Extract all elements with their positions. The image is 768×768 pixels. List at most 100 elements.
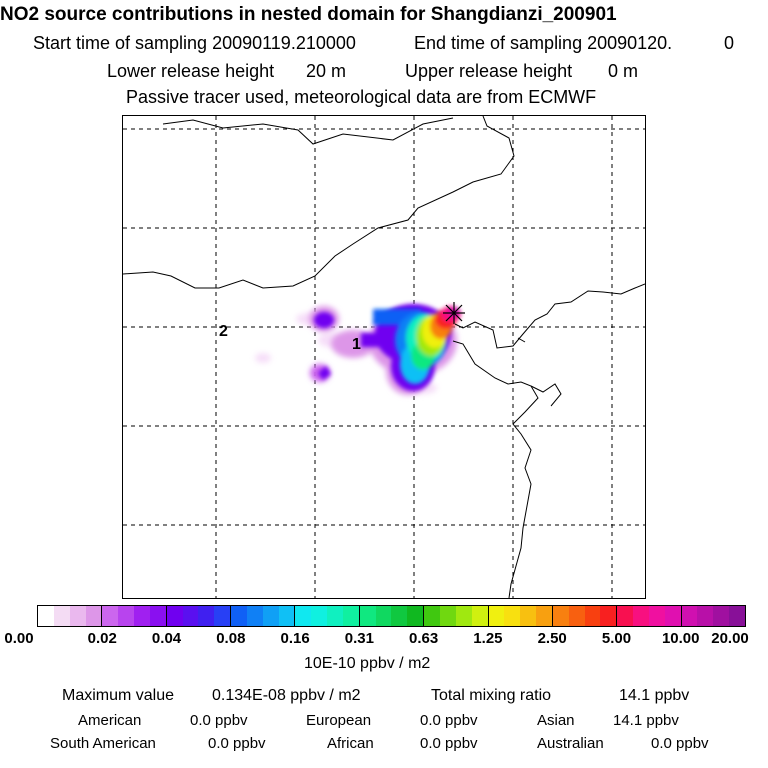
colorbar-swatch: [69, 606, 86, 626]
source-name-asian: Asian: [537, 712, 575, 729]
colorbar-unit: 10E-10 ppbv / m2: [304, 655, 431, 672]
colorbar-swatch: [198, 606, 215, 626]
colorbar-swatch: [552, 606, 569, 626]
colorbar-segment: [552, 606, 618, 626]
start-time: Start time of sampling 20090119.210000: [33, 33, 356, 53]
colorbar-segment: [617, 606, 682, 626]
source-name-south-american: South American: [50, 735, 156, 752]
colorbar-swatch: [391, 606, 408, 626]
total-mixing-value: 14.1 ppbv: [619, 687, 690, 704]
colorbar-swatch: [407, 606, 424, 626]
color-scale-bar: [37, 605, 746, 627]
map-panel: 1 2: [122, 115, 646, 599]
colorbar-swatch: [295, 606, 312, 626]
colorbar-swatch: [246, 606, 263, 626]
colorbar-swatch: [53, 606, 70, 626]
colorbar-swatch: [648, 606, 665, 626]
colorbar-tick-label: 0.02: [87, 630, 117, 647]
colorbar-swatch: [118, 606, 135, 626]
source-value-american: 0.0 ppbv: [190, 712, 248, 729]
colorbar-swatch: [520, 606, 537, 626]
source-value-asian: 14.1 ppbv: [613, 712, 679, 729]
colorbar-segment: [359, 606, 425, 626]
end-time-value: 0: [724, 33, 735, 53]
source-name-european: European: [306, 712, 372, 729]
colorbar-swatch: [440, 606, 456, 626]
end-time: End time of sampling 20090120.: [414, 33, 673, 53]
colorbar-swatch: [455, 606, 472, 626]
colorbar-swatch: [102, 606, 119, 626]
source-name-australian: Australian: [537, 735, 604, 752]
colorbar-segment: [166, 606, 232, 626]
concentration-plume: [255, 304, 461, 395]
colorbar-tick-label: 10.00: [661, 630, 700, 647]
colorbar-swatch: [471, 606, 488, 626]
colorbar-swatch: [697, 606, 714, 626]
lower-release-label: Lower release height: [107, 61, 275, 81]
total-mixing-label: Total mixing ratio: [431, 687, 552, 704]
lat-lon-grid: [123, 116, 645, 598]
source-value-european: 0.0 ppbv: [420, 712, 478, 729]
marker-label-2: 2: [219, 323, 228, 340]
colorbar-swatch: [311, 606, 328, 626]
lower-release-value: 20 m: [306, 61, 347, 81]
colorbar-tick-label: 0.16: [280, 630, 310, 647]
colorbar-swatch: [327, 606, 343, 626]
colorbar-segment: [681, 606, 745, 626]
colorbar-swatch: [568, 606, 585, 626]
colorbar-swatch: [713, 606, 730, 626]
source-name-african: African: [327, 735, 374, 752]
colorbar-swatch: [214, 606, 231, 626]
colorbar-swatch: [424, 606, 440, 626]
upper-release-value: 0 m: [608, 61, 639, 81]
map-canvas: 1 2: [123, 116, 645, 598]
coastline-borders: [123, 116, 645, 598]
colorbar-tick-label: 0.08: [216, 630, 246, 647]
upper-release-label: Upper release height: [405, 61, 573, 81]
tracer-note: Passive tracer used, meteorological data…: [126, 87, 597, 107]
source-name-american: American: [78, 712, 142, 729]
colorbar-tick-label: 0.31: [344, 630, 374, 647]
colorbar-swatch: [681, 606, 698, 626]
colorbar-tick-label: 2.50: [537, 630, 567, 647]
colorbar-tick-label: 0.00: [4, 630, 34, 647]
colorbar-swatch: [633, 606, 649, 626]
colorbar-tick-label: 1.25: [473, 630, 503, 647]
colorbar-swatch: [342, 606, 359, 626]
colorbar-tick-label: 0.63: [409, 630, 439, 647]
colorbar-swatch: [536, 606, 552, 626]
colorbar-tick-label: 20.00: [711, 630, 749, 647]
colorbar-swatch: [488, 606, 505, 626]
source-value-australian: 0.0 ppbv: [651, 735, 709, 752]
max-value-label: Maximum value: [62, 687, 175, 704]
colorbar-swatch: [182, 606, 199, 626]
colorbar-swatch: [134, 606, 150, 626]
colorbar-swatch: [38, 606, 54, 626]
colorbar-swatch: [85, 606, 102, 626]
colorbar-segment: [424, 606, 489, 626]
colorbar-segment: [38, 606, 103, 626]
colorbar-swatch: [729, 606, 745, 626]
colorbar-swatch: [584, 606, 601, 626]
source-value-south-american: 0.0 ppbv: [208, 735, 266, 752]
receptor-star-icon: [443, 302, 465, 324]
colorbar-swatch: [664, 606, 681, 626]
colorbar-swatch: [617, 606, 634, 626]
colorbar-segment: [231, 606, 296, 626]
colorbar-swatch: [359, 606, 376, 626]
plot-title: NO2 source contributions in nested domai…: [0, 4, 617, 25]
colorbar-swatch: [166, 606, 183, 626]
colorbar-tick-label: 0.04: [151, 630, 182, 647]
colorbar-segment: [488, 606, 553, 626]
source-value-african: 0.0 ppbv: [420, 735, 478, 752]
colorbar-swatch: [504, 606, 521, 626]
colorbar-segment: [295, 606, 360, 626]
colorbar-swatch: [262, 606, 279, 626]
max-value: 0.134E-08 ppbv / m2: [212, 687, 361, 704]
colorbar-tick-label: 5.00: [601, 630, 632, 647]
colorbar-swatch: [149, 606, 166, 626]
colorbar-swatch: [375, 606, 392, 626]
colorbar-segment: [102, 606, 167, 626]
marker-label-1: 1: [352, 336, 361, 353]
colorbar-swatch: [600, 606, 617, 626]
